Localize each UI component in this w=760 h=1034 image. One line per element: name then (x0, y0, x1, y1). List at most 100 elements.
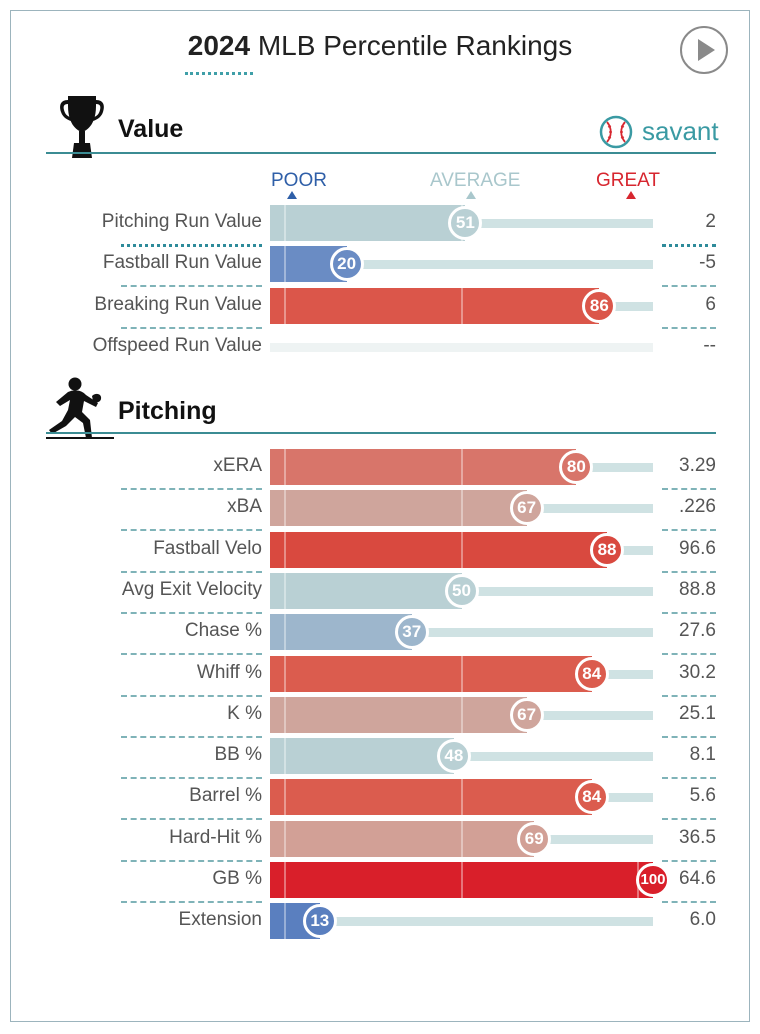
percentile-bar (270, 862, 653, 898)
metric-label: GB % (212, 868, 262, 889)
metric-label: Extension (178, 909, 262, 930)
percentile-bar (270, 288, 600, 324)
metric-value: 6.0 (689, 909, 716, 930)
metric-row[interactable]: Pitching Run Value 2 51 (0, 205, 760, 241)
metric-row[interactable]: Breaking Run Value 6 86 (0, 288, 760, 324)
percentile-track (526, 711, 653, 720)
percentile-track (607, 546, 653, 555)
metric-label: xBA (227, 496, 262, 517)
percentile-circle: 84 (574, 657, 609, 691)
percentile-circle: 48 (436, 739, 471, 773)
metric-label: Fastball Velo (153, 538, 262, 559)
metric-row[interactable]: Offspeed Run Value -- (0, 329, 760, 365)
percentile-bar (270, 821, 535, 857)
row-separator-right (662, 612, 716, 614)
poor-gridline (284, 656, 287, 692)
percentile-track (319, 917, 653, 926)
average-gridline (460, 862, 463, 898)
percentile-bar (270, 697, 527, 733)
metric-value: 2 (705, 211, 716, 232)
metric-value: 6 (705, 294, 716, 315)
poor-gridline (284, 738, 287, 774)
play-icon (698, 39, 715, 61)
row-separator-left (121, 736, 262, 738)
metric-row[interactable]: BB % 8.1 48 (0, 738, 760, 774)
metric-value: 25.1 (679, 703, 716, 724)
metric-value: 88.8 (679, 579, 716, 600)
metric-row[interactable]: Whiff % 30.2 84 (0, 656, 760, 692)
row-separator-left (121, 327, 262, 329)
metric-row[interactable]: Barrel % 5.6 84 (0, 779, 760, 815)
poor-gridline (284, 862, 287, 898)
percentile-circle: 13 (302, 904, 337, 938)
row-separator-right (662, 860, 716, 862)
metric-value: 30.2 (679, 662, 716, 683)
metric-row[interactable]: Extension 6.0 13 (0, 903, 760, 939)
percentile-circle: 67 (509, 491, 544, 525)
poor-gridline (284, 614, 287, 650)
row-separator-left (121, 612, 262, 614)
row-separator-left (121, 777, 262, 779)
percentile-bar (270, 449, 577, 485)
metric-label: Fastball Run Value (102, 252, 262, 273)
metric-row[interactable]: xBA .226 67 (0, 490, 760, 526)
metric-row[interactable]: K % 25.1 67 (0, 697, 760, 733)
poor-gridline (284, 246, 287, 282)
row-separator-right (662, 653, 716, 655)
percentile-track (591, 670, 653, 679)
metric-value: 36.5 (679, 827, 716, 848)
percentile-circle: 67 (509, 698, 544, 732)
poor-gridline (284, 573, 287, 609)
scale-great-label: GREAT (596, 170, 661, 191)
metric-row[interactable]: Fastball Run Value -5 20 (0, 246, 760, 282)
savant-wordmark: savant (642, 116, 719, 146)
metric-label: xERA (213, 455, 262, 476)
row-separator-left (121, 571, 262, 573)
row-separator-left (121, 529, 262, 531)
metric-row[interactable]: Chase % 27.6 37 (0, 614, 760, 650)
percentile-track (599, 302, 653, 311)
row-separator-right (662, 529, 716, 531)
row-separator-right (662, 285, 716, 287)
section-rule-pitching (46, 432, 716, 434)
percentile-track (526, 504, 653, 513)
metric-value: 64.6 (679, 868, 716, 889)
metric-label: Whiff % (196, 662, 262, 683)
section-rule-value (46, 152, 716, 154)
row-separator-right (662, 736, 716, 738)
metric-row[interactable]: GB % 64.6 100 (0, 862, 760, 898)
scale-poor-label: POOR (271, 170, 327, 191)
metric-value: 96.6 (679, 538, 716, 559)
percentile-circle: 37 (394, 615, 429, 649)
poor-gridline (284, 779, 287, 815)
poor-gridline (284, 288, 287, 324)
average-gridline (460, 490, 463, 526)
metric-label: Offspeed Run Value (92, 335, 262, 356)
percentile-track (346, 260, 653, 269)
percentile-bar (270, 779, 592, 815)
scale-average-label: AVERAGE (430, 170, 521, 191)
percentile-track (576, 463, 653, 472)
poor-gridline (284, 697, 287, 733)
metric-row[interactable]: Avg Exit Velocity 88.8 50 (0, 573, 760, 609)
metric-label: Hard-Hit % (169, 827, 262, 848)
percentile-bar (270, 490, 527, 526)
average-gridline (460, 779, 463, 815)
row-separator-right (662, 244, 716, 247)
percentile-circle: 69 (517, 822, 552, 856)
metric-row[interactable]: xERA 3.29 80 (0, 449, 760, 485)
average-gridline (460, 697, 463, 733)
row-separator-right (662, 818, 716, 820)
title-year: 2024 (187, 30, 251, 61)
percentile-circle: 51 (448, 206, 483, 240)
row-separator-left (121, 285, 262, 287)
average-gridline (460, 821, 463, 857)
percentile-track (465, 219, 653, 228)
average-gridline (460, 532, 463, 568)
metric-value: 5.6 (689, 785, 716, 806)
average-gridline (460, 288, 463, 324)
play-button[interactable] (680, 26, 728, 74)
metric-label: BB % (214, 744, 262, 765)
metric-row[interactable]: Fastball Velo 96.6 88 (0, 532, 760, 568)
metric-row[interactable]: Hard-Hit % 36.5 69 (0, 821, 760, 857)
